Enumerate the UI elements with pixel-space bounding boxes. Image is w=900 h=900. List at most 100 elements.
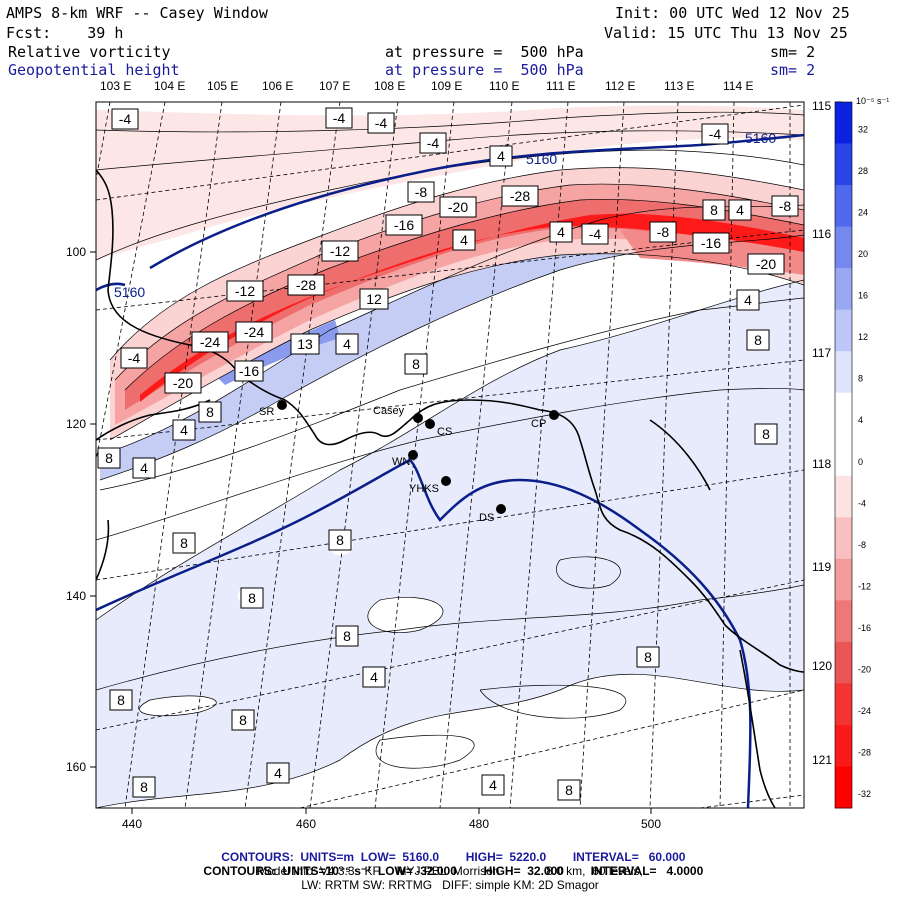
x-tick: 500 <box>641 817 661 831</box>
contour-label: 4 <box>549 221 573 243</box>
contour-label: -4 <box>111 108 139 130</box>
valid-time: Valid: 15 UTC Thu 13 Nov 25 <box>604 24 848 42</box>
contour-label: 8 <box>404 353 428 375</box>
y-axis: 100 120 140 160 <box>66 245 96 774</box>
contour-label: -20 <box>439 196 477 218</box>
svg-text:-4: -4 <box>128 350 141 366</box>
colorbar-tick: -20 <box>858 664 871 674</box>
svg-text:4: 4 <box>497 148 505 164</box>
contour-label: 13 <box>290 333 320 355</box>
contour-label: 8 <box>97 447 121 469</box>
svg-text:-4: -4 <box>709 126 722 142</box>
contour-label: -16 <box>234 360 264 382</box>
colorbar-tick: 20 <box>858 249 868 259</box>
svg-text:-16: -16 <box>701 235 721 251</box>
colorbar-tick: 16 <box>858 291 868 301</box>
colorbar-tick: -8 <box>858 540 866 550</box>
svg-text:4: 4 <box>140 460 148 476</box>
contour-label: -12 <box>226 280 264 302</box>
height-labels: 5160 5160 5160 <box>114 130 776 300</box>
colorbar-swatch <box>835 724 852 767</box>
colorbar-tick: -4 <box>858 498 866 508</box>
contour-label: -24 <box>191 331 229 353</box>
svg-text:-4: -4 <box>333 110 346 126</box>
x-axis: 440 460 480 500 <box>122 808 661 831</box>
colorbar-tick: 0 <box>858 457 863 467</box>
contour-label: -4 <box>701 123 729 145</box>
height-label: 5160 <box>745 130 776 146</box>
x-tick: 440 <box>122 817 142 831</box>
contour-label: -4 <box>367 112 395 134</box>
model-info: Model Info: V4.3.3 KF MYJ PBL Morrison 8… <box>257 864 643 878</box>
contour-label: 8 <box>636 646 660 668</box>
colorbar-tick: -16 <box>858 623 871 633</box>
colorbar-tick: -24 <box>858 706 871 716</box>
contour-labels: -4 -4 -4 -4 4 -8 -20 -28 -16 8 4 -8 -4 4… <box>97 107 799 801</box>
height-contour-info: CONTOURS: UNITS=m LOW= 5160.0 HIGH= 5220… <box>221 850 686 864</box>
station-marker <box>425 419 435 429</box>
contour-label: -8 <box>407 181 435 203</box>
contour-label: -28 <box>287 274 325 296</box>
lon-label: 107 E <box>319 79 350 93</box>
lon-label: 104 E <box>154 79 185 93</box>
contour-label: -4 <box>581 223 609 245</box>
colorbar-swatch <box>835 102 852 145</box>
svg-text:-8: -8 <box>415 184 428 200</box>
contour-label: 8 <box>754 423 778 445</box>
contour-label: 4 <box>362 666 386 688</box>
svg-text:8: 8 <box>239 712 247 728</box>
forecast-hour: Fcst: 39 h <box>6 24 124 42</box>
lon-label: 105 E <box>207 79 238 93</box>
contour-label: 8 <box>198 401 222 423</box>
contour-label: 12 <box>359 288 389 310</box>
contour-label: -4 <box>120 347 148 369</box>
svg-text:-24: -24 <box>244 324 264 340</box>
svg-text:8: 8 <box>565 782 573 798</box>
svg-text:4: 4 <box>370 669 378 685</box>
contour-label: 4 <box>489 145 513 167</box>
x-tick: 480 <box>469 817 489 831</box>
svg-text:4: 4 <box>736 202 744 218</box>
svg-text:-20: -20 <box>756 256 776 272</box>
station-label: CP <box>531 418 546 430</box>
field1-level: at pressure = 500 hPa <box>385 43 584 61</box>
colorbar-swatch <box>835 641 852 684</box>
svg-text:-12: -12 <box>235 283 255 299</box>
colorbar-tick: 8 <box>858 374 863 384</box>
colorbar-tick: 28 <box>858 166 868 176</box>
station-label: Casey <box>373 405 405 417</box>
lon-label: 112 E <box>605 79 635 93</box>
colorbar-swatch <box>835 143 852 186</box>
contour-label: 8 <box>328 529 352 551</box>
field1-name: Relative vorticity <box>8 43 171 61</box>
vorticity-contours <box>96 111 804 808</box>
svg-text:4: 4 <box>744 292 752 308</box>
contour-label: 4 <box>736 289 760 311</box>
svg-text:8: 8 <box>180 535 188 551</box>
y-tick: 100 <box>66 245 86 259</box>
colorbar-swatch <box>835 351 852 394</box>
svg-text:8: 8 <box>762 426 770 442</box>
height-label: 5160 <box>114 284 145 300</box>
contour-label: 4 <box>452 229 476 251</box>
station-label: YHKS <box>409 483 439 495</box>
station-marker <box>549 410 559 420</box>
svg-text:-12: -12 <box>330 243 350 259</box>
contour-label: 4 <box>481 774 505 796</box>
longitude-labels-top: 103 E 104 E 105 E 106 E 107 E 108 E 109 … <box>100 79 753 93</box>
colorbar-swatch <box>835 766 852 809</box>
svg-text:-16: -16 <box>239 363 259 379</box>
contour-label: 4 <box>728 199 752 221</box>
field2-name: Geopotential height <box>8 61 180 79</box>
station-marker <box>441 476 451 486</box>
colorbar-tick: 32 <box>858 125 868 135</box>
svg-text:-16: -16 <box>394 217 414 233</box>
field1-smoothing: sm= 2 <box>770 43 816 61</box>
lon-label: 111 E <box>546 79 576 93</box>
x-tick: 460 <box>296 817 316 831</box>
geopotential-height-contours <box>96 133 804 808</box>
svg-text:-24: -24 <box>200 334 220 350</box>
contour-label: 4 <box>266 762 290 784</box>
contour-label: -8 <box>771 195 799 217</box>
